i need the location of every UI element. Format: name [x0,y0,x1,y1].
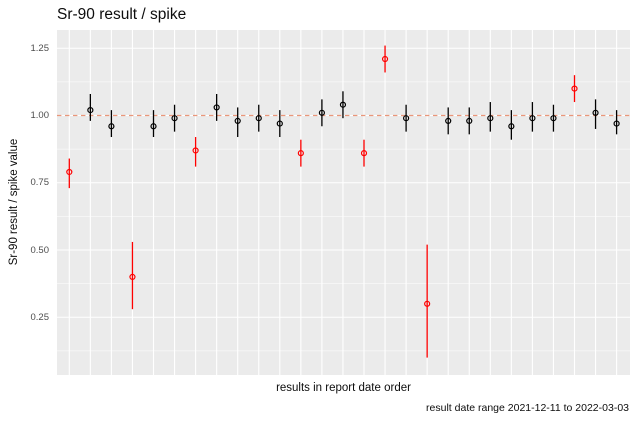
data-point [592,109,599,116]
data-point [381,55,389,63]
data-point [150,123,157,130]
data-point [276,120,283,127]
data-point [508,123,515,130]
y-axis-tick-label: 0.50 [30,244,50,256]
data-point [487,115,494,122]
chart-caption: result date range 2021-12-11 to 2022-03-… [426,402,629,414]
data-point [360,150,368,157]
data-point [234,117,241,124]
data-point [550,115,557,122]
plot-panel [57,30,630,375]
data-point [66,168,73,176]
x-axis-title: results in report date order [276,382,411,394]
data-point [466,117,473,124]
data-point [318,109,325,116]
y-axis-tick-label: 1.00 [30,110,50,121]
data-point [445,117,452,124]
data-point [403,115,410,122]
data-point [297,150,304,157]
data-point [108,123,115,130]
data-point [529,115,536,122]
data-point [171,115,178,122]
data-point [613,120,620,127]
data-point [129,273,136,280]
data-point [192,147,199,154]
data-point [213,104,220,111]
y-axis-title: Sr-90 result / spike value [8,138,20,266]
y-axis-tick-label: 0.25 [30,311,50,323]
data-point [87,107,94,114]
data-point [339,101,347,108]
y-axis-tick-label: 0.75 [30,177,50,189]
y-axis-tick-label: 1.25 [30,42,50,54]
data-point [255,115,262,122]
data-point [571,85,578,92]
chart-title: Sr-90 result / spike [57,6,187,23]
data-point [424,300,431,307]
